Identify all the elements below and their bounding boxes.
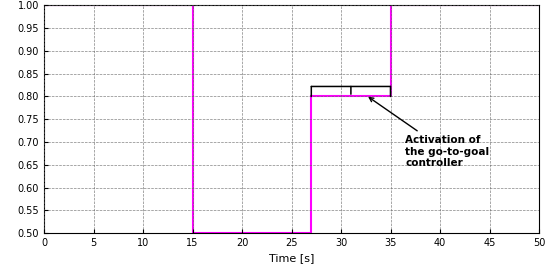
Text: Activation of
the go-to-goal
controller: Activation of the go-to-goal controller bbox=[369, 98, 490, 168]
X-axis label: Time [s]: Time [s] bbox=[269, 253, 314, 263]
